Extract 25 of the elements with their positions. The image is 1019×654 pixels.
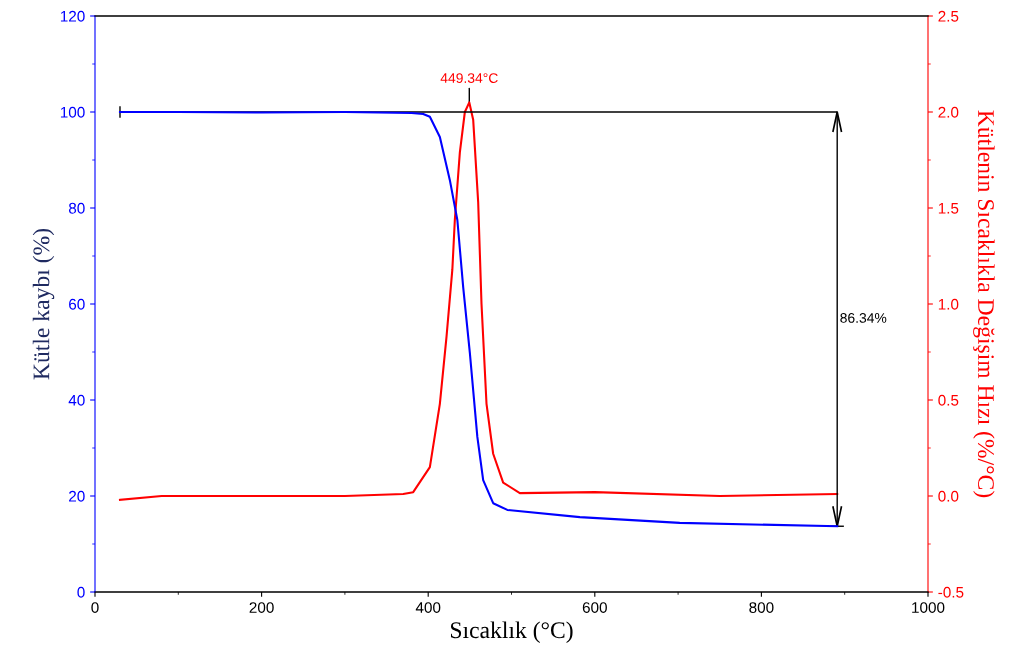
x-tick-label: 1000 (912, 602, 945, 613)
annotation: 86.34% (840, 313, 887, 323)
y-tick-label: 100 (60, 106, 85, 118)
x-tick-label: 800 (749, 602, 774, 613)
x-tick-label: 600 (582, 602, 607, 613)
y-tick-label: 60 (69, 298, 85, 310)
x-tick-label: 400 (415, 602, 441, 613)
y2-tick-label: 0.0 (938, 490, 959, 502)
y-tick-label: 80 (68, 202, 85, 214)
y2-tick-label: 1.0 (938, 298, 959, 310)
y-axis-title: Kütle kaybı (%) (32, 228, 55, 380)
x-axis-title: Sıcaklık (°C) (450, 621, 573, 643)
x-tick-label: 200 (249, 602, 274, 613)
y-tick-label: 40 (68, 394, 85, 406)
annotation: 449.34°C (440, 73, 498, 83)
y2-tick-label: 2.5 (938, 10, 959, 22)
y2-tick-label: 2.0 (938, 106, 959, 118)
y2-tick-label: -0.5 (938, 586, 964, 598)
y-tick-label: 20 (69, 490, 85, 502)
y-tick-label: 120 (60, 10, 85, 22)
y-tick-label: 0 (77, 586, 85, 598)
y2-tick-label: 1.5 (938, 203, 959, 214)
x-tick-label: 0 (91, 602, 99, 613)
y2-axis-title: Kütlenin Sıcaklıkla Değişim Hızı (%/°C) (973, 110, 995, 498)
y2-tick-label: 0.5 (938, 394, 959, 406)
